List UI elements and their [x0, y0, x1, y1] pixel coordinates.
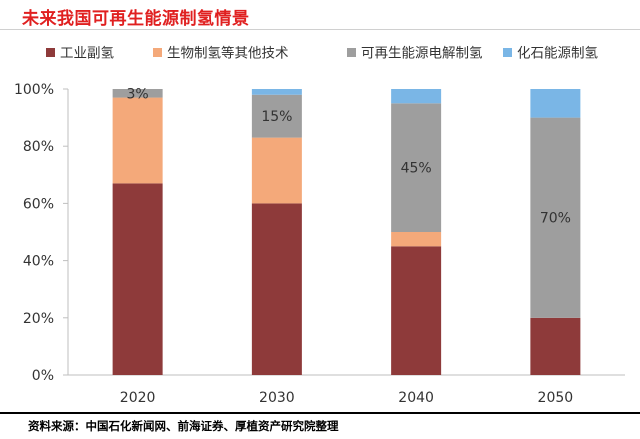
- y-tick-label: 80%: [23, 139, 54, 155]
- bar-industrial-2030[interactable]: [251, 203, 302, 375]
- bar-industrial-2020[interactable]: [112, 183, 163, 375]
- legend-swatch-renewable: [347, 48, 356, 57]
- data-label-2030: 15%: [261, 109, 292, 125]
- x-tick-label-2040: 2040: [398, 390, 434, 406]
- y-tick-label: 0%: [32, 368, 54, 384]
- bar-bio-2040[interactable]: [391, 232, 442, 247]
- bar-bio-2030[interactable]: [251, 137, 302, 204]
- chart-title: 未来我国可再生能源制氢情景: [22, 9, 250, 29]
- legend-swatch-industrial: [46, 48, 55, 57]
- legend-label-bio: 生物制氢等其他技术: [167, 45, 289, 62]
- x-tick-label-2030: 2030: [259, 390, 295, 406]
- legend-swatch-fossil: [503, 48, 512, 57]
- bar-fossil-2030[interactable]: [251, 89, 302, 95]
- bar-renewable-2050[interactable]: [530, 117, 581, 318]
- bar-renewable-2030[interactable]: [251, 94, 302, 138]
- x-tick-label-2020: 2020: [120, 390, 156, 406]
- bar-renewable-2020[interactable]: [112, 89, 163, 98]
- y-tick-label: 60%: [23, 196, 54, 212]
- data-label-2020: 3%: [127, 86, 149, 102]
- data-label-2050: 70%: [540, 211, 571, 227]
- legend-label-renewable: 可再生能源电解制氢: [361, 46, 483, 62]
- y-tick-label: 40%: [23, 254, 54, 270]
- source-note: 资料来源：中国石化新闻网、前海证券、厚植资产研究院整理: [28, 419, 339, 433]
- bar-renewable-2040[interactable]: [391, 103, 442, 232]
- footer-divider: [0, 412, 640, 414]
- legend-label-industrial: 工业副氢: [60, 46, 114, 62]
- bar-bio-2020[interactable]: [112, 97, 163, 184]
- y-tick-label: 20%: [23, 311, 54, 327]
- bar-fossil-2050[interactable]: [530, 89, 581, 118]
- x-tick-label-2050: 2050: [538, 390, 574, 406]
- bar-industrial-2050[interactable]: [530, 317, 581, 375]
- bar-industrial-2040[interactable]: [391, 246, 442, 375]
- bar-fossil-2040[interactable]: [391, 89, 442, 104]
- y-tick-label: 100%: [14, 82, 54, 98]
- data-label-2040: 45%: [401, 161, 432, 177]
- stacked-bar-chart: 工业副氢 生物制氢等其他技术 可再生能源电解制氢 化石能源制氢 0% 20% 40% 60% 8…: [14, 45, 625, 406]
- legend-swatch-bio: [153, 48, 162, 57]
- title-divider: [0, 29, 640, 30]
- legend-label-fossil: 化石能源制氢: [517, 46, 598, 62]
